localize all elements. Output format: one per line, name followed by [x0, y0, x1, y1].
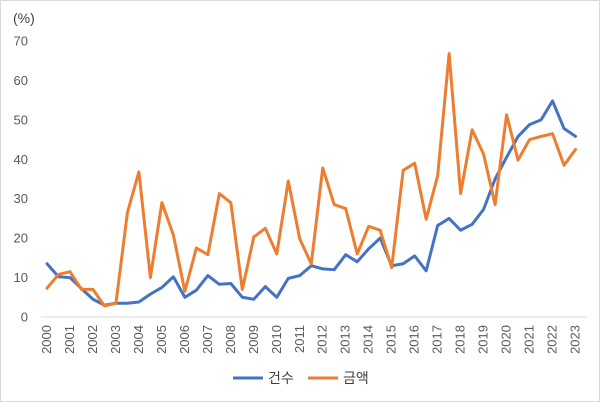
x-tick-label: 2019	[476, 325, 491, 354]
x-tick-label: 2015	[384, 325, 399, 354]
x-tick-label: 2009	[246, 325, 261, 354]
x-tick-label: 2004	[131, 325, 146, 354]
y-axis-ticks: 0 10 20 30 40 50 60 70	[14, 34, 28, 325]
x-tick-label: 2017	[430, 325, 445, 354]
series-line-1	[45, 99, 578, 307]
legend-label-1: 건수	[268, 370, 294, 386]
x-tick-label: 2012	[315, 325, 330, 354]
x-tick-label: 2020	[499, 325, 514, 354]
legend: 건수 금액	[233, 370, 369, 386]
x-tick-label: 2018	[453, 325, 468, 354]
x-tick-label: 2008	[223, 325, 238, 354]
y-tick-label: 60	[14, 73, 28, 88]
x-tick-label: 2013	[338, 325, 353, 354]
x-tick-label: 2006	[177, 325, 192, 354]
x-tick-label: 2011	[292, 325, 307, 353]
x-tick-label: 2005	[154, 325, 169, 354]
y-tick-label: 40	[14, 152, 28, 167]
y-tick-label: 30	[14, 191, 28, 206]
x-tick-label: 2021	[522, 325, 537, 354]
y-tick-label: 0	[21, 310, 28, 325]
x-tick-label: 2001	[62, 325, 77, 354]
x-tick-label: 2014	[361, 325, 376, 354]
y-unit-label: (%)	[13, 10, 35, 26]
x-tick-label: 2023	[568, 325, 583, 354]
x-tick-label: 2002	[85, 325, 100, 354]
x-tick-label: 2016	[407, 325, 422, 354]
y-tick-label: 10	[14, 270, 28, 285]
y-tick-label: 70	[14, 34, 28, 49]
x-tick-label: 2000	[39, 325, 54, 354]
x-tick-label: 2003	[108, 325, 123, 354]
x-tick-label: 2022	[545, 325, 560, 354]
x-axis-ticks: 2000 2001 2002 2003 2004 2005 2006 2007 2008 2009…	[39, 325, 583, 354]
series-lines	[45, 52, 578, 308]
y-tick-label: 50	[14, 112, 28, 127]
x-tick-label: 2010	[269, 325, 284, 354]
x-tick-label: 2007	[200, 325, 215, 354]
legend-label-2: 금액	[343, 370, 369, 386]
y-tick-label: 20	[14, 231, 28, 246]
series-line-2	[45, 52, 578, 308]
